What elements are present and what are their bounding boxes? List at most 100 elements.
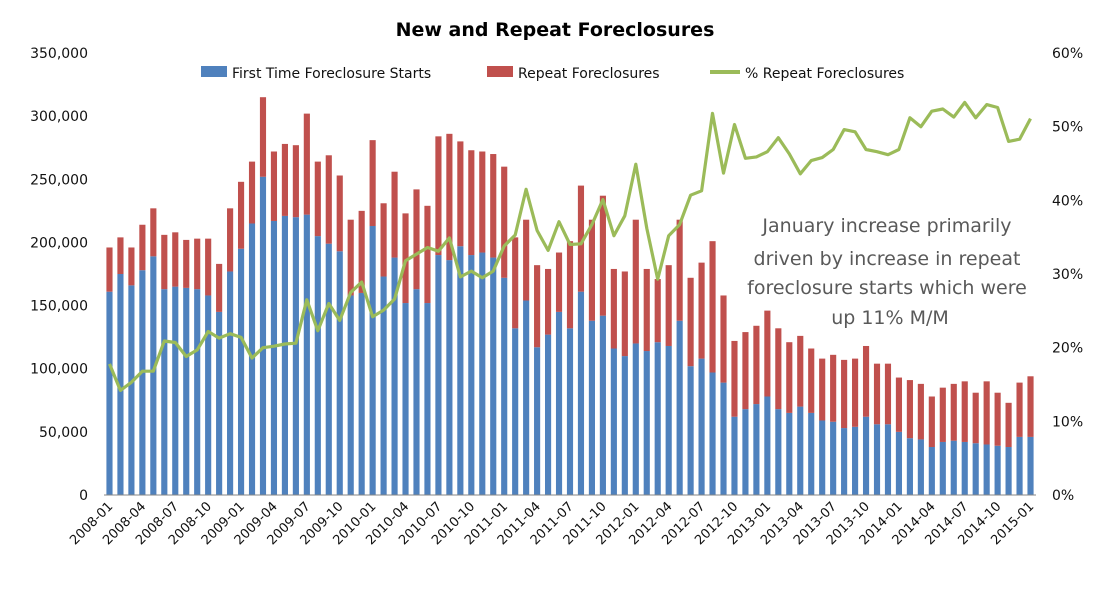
bar-repeat [961,381,968,442]
bar-repeat [446,133,453,261]
bar-repeat [479,151,486,253]
bar-first-time [490,257,497,495]
bar-first-time [577,291,585,495]
bar-first-time [895,431,903,495]
bar-first-time [336,251,343,495]
bar-first-time [523,300,530,495]
bar-repeat [183,239,190,288]
bar-repeat [435,136,442,256]
bar-repeat [545,268,552,335]
bar-first-time [545,334,552,495]
bar-first-time [775,409,782,495]
line-pct-repeat [108,100,1032,392]
bar-repeat [873,363,881,425]
bar-repeat [643,268,650,352]
bar-repeat [161,234,168,290]
annotation-line-2: driven by increase in repeat [754,248,1021,270]
bar-repeat [424,205,431,304]
x-axis: 2008-012008-042008-072008-102009-012009-… [67,499,1037,548]
bar-repeat [457,141,464,247]
bar-first-time [347,295,354,495]
y-left-tick-label: 200,000 [30,235,88,251]
y-left-tick-label: 0 [79,488,88,504]
bar-first-time [216,311,223,495]
bar-repeat [227,208,234,272]
y-axis-right: 0% 10% 20% 30% 40% 50% 60% [1052,46,1083,504]
bar-first-time [961,441,968,495]
bar-first-time [852,426,859,495]
bar-first-time [446,260,453,495]
y-right-tick-label: 10% [1052,414,1083,430]
bar-repeat [950,383,957,441]
bar-repeat [797,335,804,407]
bar-repeat [742,332,749,410]
bar-first-time [994,445,1001,495]
bar-repeat [808,348,815,413]
bar-repeat [172,232,179,287]
bar-first-time [1027,436,1034,495]
y-left-tick-label: 150,000 [30,299,88,315]
bar-repeat [1005,402,1012,448]
bar-first-time [786,412,793,495]
bars-group [106,97,1034,496]
bar-repeat [1027,376,1034,437]
bar-repeat [709,241,716,373]
bar-first-time [501,277,508,495]
bar-repeat [588,219,595,321]
bar-first-time [128,285,135,495]
bar-repeat [775,328,782,410]
bar-first-time [928,447,935,495]
bar-repeat [1016,382,1023,437]
bar-first-time [599,315,606,495]
bar-first-time [106,291,113,495]
bar-repeat [841,359,848,429]
bar-repeat [534,265,541,348]
bar-first-time [1005,447,1012,495]
pct-repeat-line-group [108,100,1032,392]
bar-repeat [347,219,354,296]
bar-repeat [720,295,727,383]
bar-first-time [610,348,617,495]
bar-repeat [610,268,617,349]
bar-first-time [939,441,946,495]
bar-repeat [917,383,924,440]
bar-first-time [950,440,957,495]
legend-swatch-first-time [201,66,227,77]
bar-first-time [983,444,990,495]
y-right-tick-label: 0% [1052,488,1074,504]
y-right-tick-label: 50% [1052,120,1083,136]
bar-repeat [259,97,267,177]
bar-repeat [402,213,409,304]
y-right-tick-label: 40% [1052,193,1083,209]
bar-repeat [830,354,837,422]
bar-repeat [599,195,606,316]
y-right-tick-label: 30% [1052,267,1083,283]
bar-repeat [577,185,585,292]
bar-first-time [281,215,288,495]
bar-first-time [621,356,628,495]
bar-repeat [512,237,519,329]
bar-first-time [1016,436,1023,495]
bar-first-time [194,289,201,495]
bar-first-time [534,347,541,495]
bar-repeat [819,358,826,421]
bar-repeat [687,277,694,367]
bar-repeat [391,171,398,258]
legend-label-first-time: First Time Foreclosure Starts [232,66,431,82]
bar-first-time [972,443,979,495]
bar-repeat [336,175,343,252]
bar-repeat [895,377,903,432]
bar-repeat [369,140,376,227]
bar-first-time [873,424,881,495]
bar-repeat [654,279,661,343]
bar-first-time [665,345,672,495]
bar-repeat [786,342,793,413]
bar-first-time [742,409,749,495]
bar-first-time [731,416,738,495]
bar-first-time [402,303,409,495]
bar-repeat [237,181,245,249]
bar-first-time [698,358,705,495]
bar-repeat [972,392,979,444]
